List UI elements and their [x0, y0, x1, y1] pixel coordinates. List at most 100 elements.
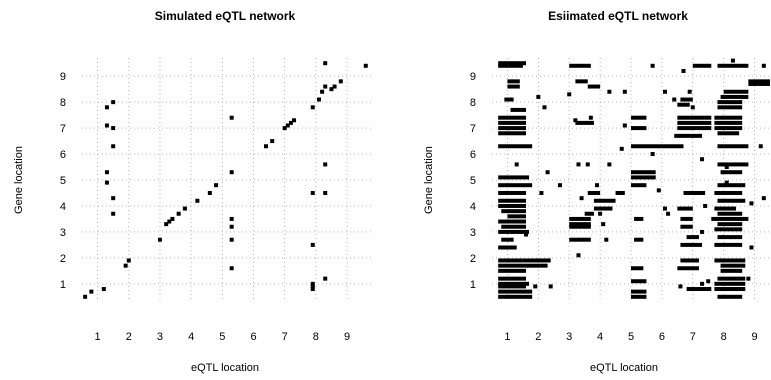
right-edge-band [498, 126, 526, 131]
right-data-point [730, 58, 735, 63]
left-data-point [167, 219, 172, 224]
right-edge-band [498, 198, 526, 203]
left-y-tick-label: 9 [60, 71, 66, 83]
right-edge-band [748, 79, 770, 84]
right-edge-band [717, 183, 746, 188]
left-y-tick-label: 7 [60, 123, 66, 135]
right-edge-band [507, 214, 526, 219]
left-data-point [104, 180, 109, 185]
right-data-point [607, 89, 612, 94]
left-data-point [310, 281, 315, 286]
right-x-tick-label: 9 [751, 331, 757, 343]
right-edge-band [714, 115, 743, 120]
left-x-tick-label: 5 [219, 331, 225, 343]
right-x-tick-label: 1 [504, 331, 510, 343]
right-edge-band [686, 287, 712, 292]
left-data-point [282, 126, 287, 131]
right-y-tick-label: 2 [470, 253, 476, 265]
right-edge-band [680, 97, 693, 102]
right-data-point [579, 196, 584, 201]
left-data-point [104, 123, 109, 128]
right-data-point [724, 165, 729, 170]
left-y-tick-label: 6 [60, 149, 66, 161]
right-data-point [607, 162, 612, 167]
left-x-tick-label: 8 [313, 331, 319, 343]
left-data-point [83, 294, 88, 299]
right-data-point [678, 284, 683, 289]
right-data-point [604, 237, 609, 242]
right-edge-band [686, 235, 699, 240]
left-data-point [123, 263, 128, 268]
right-edge-band [569, 224, 591, 229]
right-edge-band [522, 258, 551, 263]
right-data-point [703, 203, 708, 208]
right-data-point [576, 162, 581, 167]
right-x-tick-label: 3 [566, 331, 572, 343]
right-y-tick-label: 9 [470, 71, 476, 83]
left-data-point [323, 276, 328, 281]
left-x-tick-label: 1 [95, 331, 101, 343]
right-edge-band [631, 294, 647, 299]
right-data-point [523, 232, 528, 237]
right-data-point [700, 229, 705, 234]
right-data-point [690, 105, 695, 110]
left-data-point [323, 162, 328, 167]
right-edge-band [569, 216, 591, 221]
left-x-tick-label: 3 [157, 331, 163, 343]
right-edge-band [631, 175, 656, 180]
right-edge-band [714, 227, 743, 232]
left-data-point [176, 211, 181, 216]
right-edge-band [498, 144, 533, 149]
right-edge-band [714, 242, 743, 247]
left-data-point [229, 216, 234, 221]
right-x-tick-label: 5 [628, 331, 634, 343]
right-edge-band [569, 222, 591, 227]
right-edge-band [677, 266, 699, 271]
left-x-tick-label: 7 [282, 331, 288, 343]
right-edge-band [575, 120, 594, 125]
right-data-point [700, 281, 705, 286]
left-data-point [316, 97, 321, 102]
right-edge-band [501, 224, 526, 229]
right-edge-band [714, 190, 743, 195]
right-edge-band [631, 183, 647, 188]
left-data-point [195, 198, 200, 203]
right-edge-band [498, 263, 548, 268]
right-edge-band [717, 198, 746, 203]
right-data-point [536, 94, 541, 99]
right-edge-band [631, 289, 647, 294]
right-edge-band [498, 284, 526, 289]
right-data-point [758, 144, 763, 149]
right-data-point [761, 63, 766, 68]
right-y-tick-label: 3 [470, 227, 476, 239]
right-y-tick-label: 8 [470, 97, 476, 109]
left-data-point [288, 120, 293, 125]
left-data-point [207, 190, 212, 195]
left-data-point [104, 105, 109, 110]
right-edge-band [714, 126, 743, 131]
left-data-point [157, 237, 162, 242]
right-edge-band [498, 276, 526, 281]
right-edge-band [569, 63, 591, 68]
right-data-point [542, 105, 547, 110]
left-data-point [111, 126, 116, 131]
right-edge-band [674, 133, 703, 138]
left-data-point [229, 224, 234, 229]
right-edge-band [631, 170, 656, 175]
right-edge-band [717, 294, 743, 299]
right-edge-band [717, 276, 746, 281]
right-edge-band [677, 102, 690, 107]
left-data-point [323, 61, 328, 66]
right-edge-band [575, 79, 588, 84]
right-data-point [662, 206, 667, 211]
right-edge-band [498, 190, 526, 195]
right-edge-band [717, 211, 743, 216]
left-data-point [310, 284, 315, 289]
right-data-point [672, 97, 677, 102]
left-data-point [285, 123, 290, 128]
right-edge-band [587, 190, 601, 195]
right-edge-band [498, 61, 526, 66]
right-edge-band [631, 144, 684, 149]
right-edge-band [717, 162, 749, 167]
